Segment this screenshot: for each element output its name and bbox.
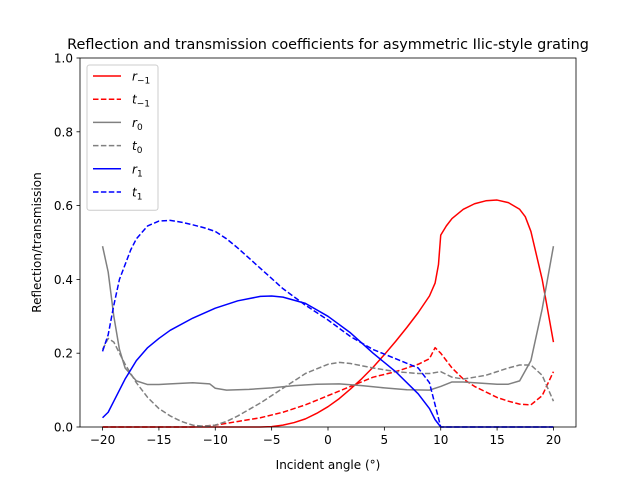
y-axis-label: Reflection/transmission bbox=[30, 172, 44, 312]
series-line-4 bbox=[101, 337, 555, 428]
legend-entry: t0 bbox=[93, 139, 143, 156]
legend-label: r0 bbox=[132, 116, 143, 133]
y-tick-label: 0.0 bbox=[54, 421, 73, 435]
legend-label: t−1 bbox=[132, 93, 150, 110]
y-tick-label: 0.4 bbox=[54, 273, 73, 287]
legend-entry: r0 bbox=[93, 116, 143, 133]
series-line-1 bbox=[102, 199, 555, 428]
y-tick-label: 0.6 bbox=[54, 199, 73, 213]
x-axis: −20 −15 −10 −5 0 5 10 15 20 bbox=[90, 427, 561, 447]
y-axis: 0.0 0.2 0.4 0.6 0.8 1.0 bbox=[54, 52, 80, 435]
chart-title: Reflection and transmission coefficients… bbox=[67, 37, 589, 53]
x-axis-label: Incident angle (°) bbox=[276, 458, 381, 472]
x-tick-label: −5 bbox=[263, 433, 281, 447]
legend-label: t0 bbox=[132, 139, 143, 156]
x-tick-label: 15 bbox=[489, 433, 504, 447]
legend: r−1 t−1 r0 t0 r1 t1 bbox=[86, 64, 159, 211]
x-tick-label: 10 bbox=[433, 433, 448, 447]
x-tick-label: 20 bbox=[546, 433, 561, 447]
legend-frame bbox=[86, 64, 159, 211]
y-tick-label: 0.2 bbox=[54, 347, 73, 361]
legend-entry: r1 bbox=[93, 162, 143, 179]
series-line-3 bbox=[101, 246, 555, 391]
plot-frame bbox=[80, 58, 576, 427]
x-tick-label: 0 bbox=[324, 433, 332, 447]
series-line-2 bbox=[102, 346, 555, 428]
x-tick-label: 5 bbox=[381, 433, 389, 447]
plot-area bbox=[79, 57, 577, 428]
y-tick-label: 0.8 bbox=[54, 125, 73, 139]
x-tick-label: −20 bbox=[90, 433, 115, 447]
x-tick-label: −15 bbox=[146, 433, 171, 447]
x-tick-label: −10 bbox=[203, 433, 228, 447]
y-tick-label: 1.0 bbox=[54, 52, 73, 66]
legend-label: r−1 bbox=[132, 70, 150, 87]
legend-label: t1 bbox=[132, 186, 142, 203]
legend-entry: t1 bbox=[93, 186, 142, 203]
legend-label: r1 bbox=[132, 162, 143, 179]
legend-entry: t−1 bbox=[93, 93, 150, 110]
legend-entry: r−1 bbox=[93, 70, 150, 87]
